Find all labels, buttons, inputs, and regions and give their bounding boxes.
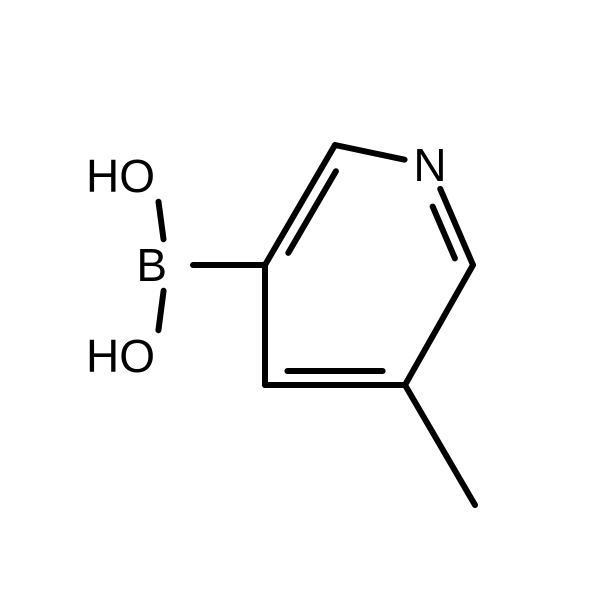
bond-line [405,385,475,505]
bond-line [335,145,405,160]
molecule-diagram: 5-Methylpyridin-3-ylboronic acid NBHOHO [0,0,600,600]
bond-line [158,202,163,239]
bond-line [265,145,335,265]
atom-label-B: B [136,239,167,291]
bond-line [405,265,473,385]
bond-line [440,189,473,265]
bonds-layer [158,145,475,505]
atom-label-N3: N [413,139,446,191]
bond-line [158,291,163,330]
atom-label-O1: HO [86,150,155,202]
atom-label-O2: HO [86,330,155,382]
